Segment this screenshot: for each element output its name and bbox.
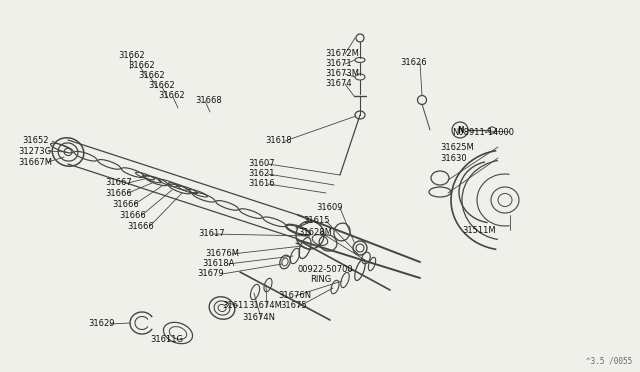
Text: 31675: 31675 xyxy=(280,301,307,311)
Text: 31609: 31609 xyxy=(316,202,342,212)
Text: 31676M: 31676M xyxy=(205,248,239,257)
Text: N: N xyxy=(457,125,463,135)
Text: 31611G: 31611G xyxy=(150,336,183,344)
Text: 31674N: 31674N xyxy=(242,312,275,321)
Text: 00922-50700: 00922-50700 xyxy=(298,266,354,275)
Text: 31672M: 31672M xyxy=(325,48,359,58)
Text: 31666: 31666 xyxy=(127,221,154,231)
Text: 31662: 31662 xyxy=(138,71,164,80)
Text: 31666: 31666 xyxy=(105,189,132,198)
Text: 31626: 31626 xyxy=(400,58,427,67)
Text: 31662: 31662 xyxy=(118,51,145,60)
Text: 31674: 31674 xyxy=(325,78,351,87)
Text: 31673M: 31673M xyxy=(325,68,359,77)
Text: 31615: 31615 xyxy=(303,215,330,224)
Text: 31273G: 31273G xyxy=(18,147,51,155)
Text: 31611: 31611 xyxy=(222,301,248,310)
Circle shape xyxy=(452,122,468,138)
Text: 31617: 31617 xyxy=(198,228,225,237)
Text: 31662: 31662 xyxy=(148,80,175,90)
Text: 31621: 31621 xyxy=(248,169,275,177)
Text: 31618: 31618 xyxy=(265,135,292,144)
Text: 31511M: 31511M xyxy=(462,225,495,234)
Text: 31679: 31679 xyxy=(197,269,223,278)
Text: 31629: 31629 xyxy=(88,318,115,327)
Text: N08911-14000: N08911-14000 xyxy=(452,128,514,137)
Text: 31671: 31671 xyxy=(325,58,351,67)
Text: 31667M: 31667M xyxy=(18,157,52,167)
Text: 31666: 31666 xyxy=(112,199,139,208)
Text: 31662: 31662 xyxy=(158,90,184,99)
Text: 31618A: 31618A xyxy=(202,259,234,267)
Text: RING: RING xyxy=(310,276,332,285)
Text: 31630: 31630 xyxy=(440,154,467,163)
Text: 31628M: 31628M xyxy=(298,228,332,237)
Text: 31652: 31652 xyxy=(22,135,49,144)
Text: 31625M: 31625M xyxy=(440,142,474,151)
Text: 31668: 31668 xyxy=(195,96,221,105)
Text: 31607: 31607 xyxy=(248,158,275,167)
Text: 31674M: 31674M xyxy=(248,301,282,311)
Text: 31662: 31662 xyxy=(128,61,155,70)
Text: 31616: 31616 xyxy=(248,179,275,187)
Text: ^3.5 /0055: ^3.5 /0055 xyxy=(586,356,632,365)
Text: 31676N: 31676N xyxy=(278,291,311,299)
Text: 31666: 31666 xyxy=(119,211,146,219)
Text: 31667: 31667 xyxy=(105,177,132,186)
